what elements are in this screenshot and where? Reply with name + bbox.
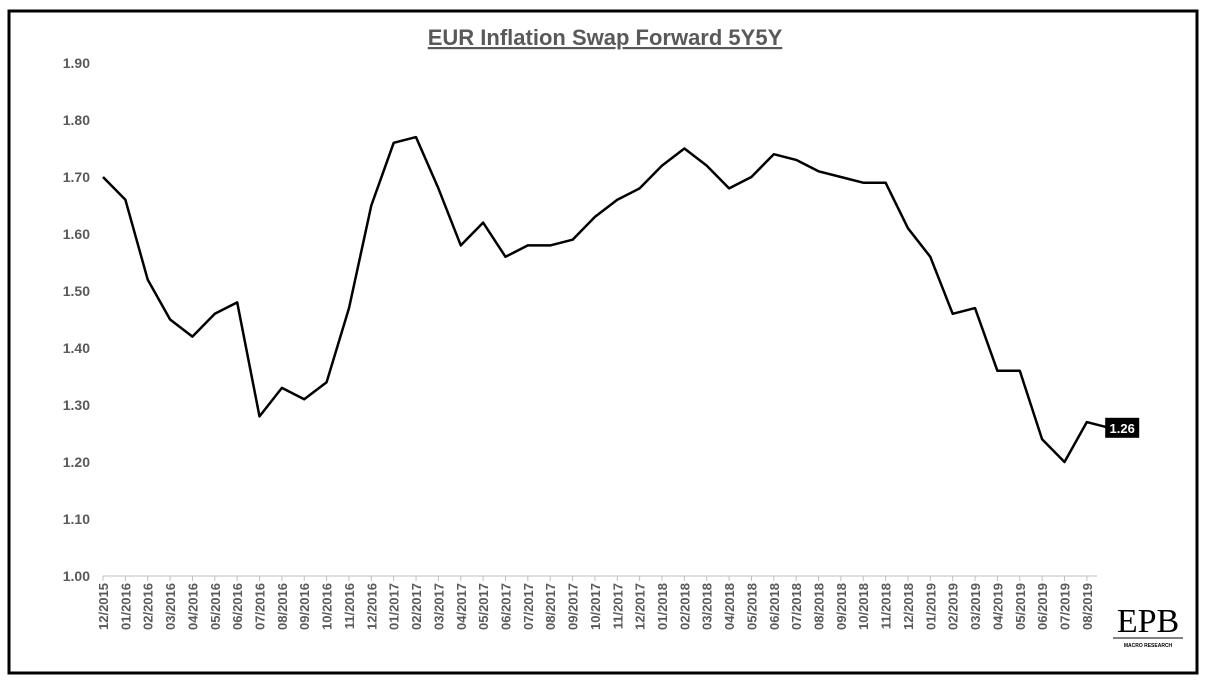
x-tick-label: 09/2017: [566, 583, 581, 630]
x-tick-label: 05/2019: [1013, 583, 1028, 630]
x-tick-label: 12/2018: [901, 583, 916, 630]
x-tick-label: 06/2017: [498, 583, 513, 630]
x-tick-label: 01/2017: [387, 583, 402, 630]
line: [102, 135, 1110, 464]
x-tick-label: 08/2019: [1080, 583, 1095, 630]
x-tick-label: 02/2016: [141, 583, 156, 630]
x-tick-label: 05/2018: [744, 583, 759, 630]
x-tick-label: 01/2019: [923, 583, 938, 630]
y-tick-label: 1.10: [63, 511, 90, 527]
x-tick-label: 12/2016: [364, 583, 379, 630]
logo: EPB: [1117, 603, 1179, 640]
x-tick-label: 05/2017: [476, 583, 491, 630]
y-tick-label: 1.80: [63, 112, 90, 128]
x-tick-label: 10/2018: [856, 583, 871, 630]
x-tick-label: 07/2016: [253, 583, 268, 630]
value-label-box: [1105, 417, 1140, 438]
x-tick-label: 12/2017: [633, 583, 648, 630]
x-tick-label: 07/2019: [1057, 583, 1072, 630]
x-tick-label: 11/2016: [342, 583, 357, 629]
y-tick-label: 1.20: [63, 454, 90, 470]
y-tick-label: 1.90: [63, 55, 90, 71]
x-tick-label: 10/2017: [588, 583, 603, 630]
x-tick-label: 03/2019: [968, 583, 983, 630]
y-tick-label: 1.30: [63, 397, 90, 413]
x-tick-label: 03/2017: [431, 583, 446, 630]
x-tick-label: 06/2019: [1035, 583, 1050, 630]
x-tick-label: 11/2018: [879, 583, 894, 629]
y-tick-label: 1.50: [63, 283, 90, 299]
x-tick-label: 04/2019: [990, 583, 1005, 630]
value-label: 1.26: [1110, 421, 1135, 436]
logo-subtitle: MACRO RESEARCH: [1124, 643, 1173, 649]
x-tick-label: 01/2018: [655, 583, 670, 630]
x-tick-label: 04/2018: [722, 583, 737, 630]
y-tick-label: 1.40: [63, 340, 90, 356]
x-tick-label: 07/2017: [521, 583, 536, 630]
x-tick-label: 06/2016: [230, 583, 245, 630]
x-tick-label: 05/2016: [208, 583, 223, 630]
x-tick-label: 02/2018: [677, 583, 692, 630]
x-tick-label: 09/2018: [834, 583, 849, 630]
x-tick-label: 09/2016: [297, 583, 312, 630]
x-tick-label: 10/2016: [320, 583, 335, 630]
frame: [7, 9, 1199, 675]
x-tick-label: 12/2015: [96, 583, 111, 630]
x-tick-label: 06/2018: [767, 583, 782, 630]
y-tick-label: 1.00: [63, 568, 90, 584]
x-tick-label: 02/2017: [409, 583, 424, 630]
y-tick-label: 1.60: [63, 226, 90, 242]
x-tick-label: 08/2017: [543, 583, 558, 630]
x-tick-label: 08/2016: [275, 583, 290, 630]
x-tick-label: 03/2016: [163, 583, 178, 630]
x-tick-label: 07/2018: [789, 583, 804, 630]
x-tick-label: 02/2019: [946, 583, 961, 630]
x-tick-label: 08/2018: [812, 583, 827, 630]
x-tick-label: 01/2016: [118, 583, 133, 630]
x-tick-label: 11/2017: [610, 583, 625, 629]
x-tick-label: 04/2017: [454, 583, 469, 630]
y-tick-label: 1.70: [63, 169, 90, 185]
x-tick-label: 03/2018: [700, 583, 715, 630]
x-tick-label: 04/2016: [185, 583, 200, 630]
chart-title: EUR Inflation Swap Forward 5Y5Y: [428, 25, 783, 50]
